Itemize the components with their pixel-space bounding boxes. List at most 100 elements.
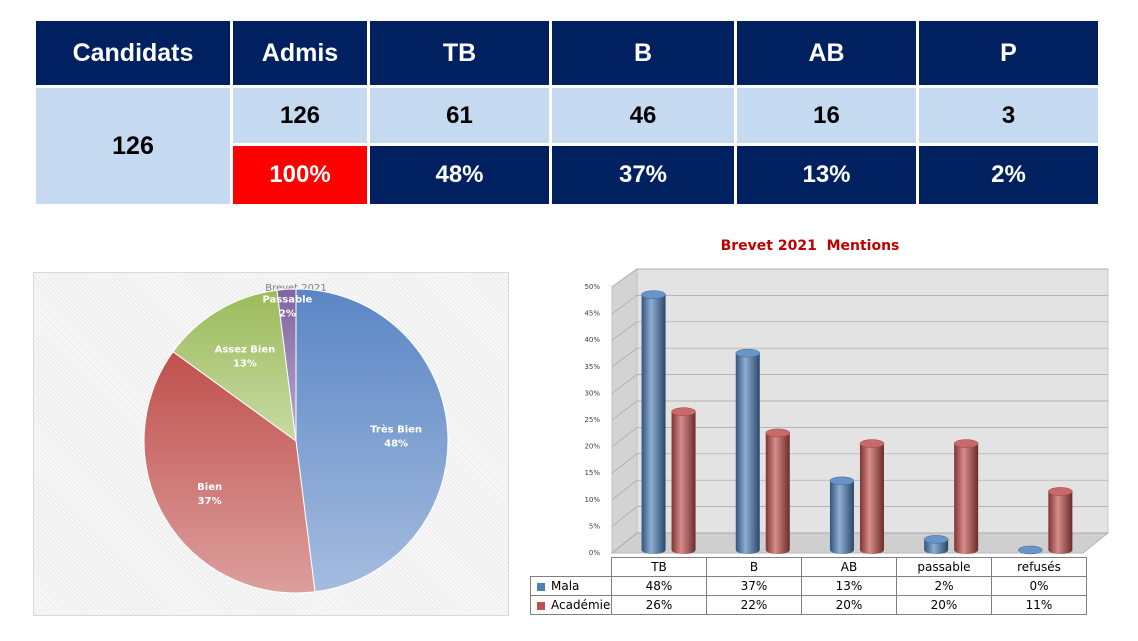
gridline [611, 374, 638, 394]
data-cell: 2% [896, 576, 992, 596]
gridline [611, 400, 638, 421]
bar-top [953, 439, 979, 448]
pie-slice [143, 350, 316, 594]
y-tick-label: 35% [584, 363, 600, 371]
legend-key-academie [537, 601, 545, 610]
y-tick-label: 5% [589, 522, 600, 530]
data-cell: 26% [611, 595, 707, 615]
data-cell: 11% [991, 595, 1087, 615]
y-tick-label: 0% [589, 549, 600, 557]
bar-top [1018, 545, 1043, 555]
bar-chart: 0% 5% 10% 15% 20% 25% 30% 35% 40% 45% 50% [584, 268, 1110, 557]
y-tick-label: 25% [584, 416, 600, 424]
header-candidats: Candidats [36, 21, 230, 85]
pie-slice-label: Très Bien [370, 424, 422, 436]
data-cell: 20% [896, 595, 992, 615]
header-admis: Admis [233, 21, 367, 85]
category-label: B [706, 557, 802, 577]
bar-top [923, 535, 949, 544]
summary-percent-row: 100% 48% 37% 13% 2% [36, 146, 1098, 204]
bar [954, 443, 979, 554]
bar [735, 353, 760, 554]
legend-entry-academie: Académie [530, 595, 612, 615]
y-tick-label: 20% [584, 443, 600, 451]
series-name: Mala [551, 579, 580, 593]
data-cell: 13% [801, 576, 897, 596]
category-label: TB [611, 557, 707, 577]
bar [859, 443, 884, 554]
category-label: passable [896, 557, 992, 577]
data-table-corner [530, 557, 612, 577]
percent-ab: 13% [737, 146, 916, 204]
gridline [611, 453, 638, 474]
bar-top [641, 290, 666, 299]
bar-top [829, 476, 855, 486]
pie-slice-label: Bien [197, 482, 222, 493]
bar-chart-title: Brevet 2021 Mentions [720, 238, 900, 254]
pie-slice-value: 13% [233, 359, 257, 370]
bar [1048, 491, 1073, 554]
gridline [611, 506, 638, 527]
header-b: B [552, 21, 734, 85]
header-tb: TB [370, 21, 549, 85]
legend-entry-mala: Mala [530, 576, 612, 596]
gridline [611, 295, 638, 314]
pie-slice-value: 48% [384, 439, 408, 450]
gridline [611, 479, 638, 501]
y-tick-label: 50% [584, 283, 600, 291]
data-cell: 48% [611, 576, 707, 596]
bar [641, 294, 666, 554]
count-tb: 61 [370, 88, 549, 143]
bar-top [1048, 487, 1073, 496]
y-tick-label: 15% [584, 469, 600, 477]
pie-slice-label: Passable [262, 294, 312, 305]
series-name: Académie [551, 598, 611, 612]
summary-count-row: 126 126 61 46 16 3 [36, 88, 1098, 204]
pie-slice [276, 288, 297, 442]
percent-admis: 100% [233, 146, 367, 204]
pie-slice-value: 2% [279, 308, 296, 319]
pie-slice-label: Assez Bien [215, 345, 276, 356]
data-table-row-mala: Mala 48% 37% 13% 2% 0% [530, 576, 1087, 596]
y-tick-label: 30% [584, 389, 600, 397]
chart-side-wall [611, 268, 638, 555]
header-p: P [919, 21, 1098, 85]
y-tick-label: 40% [584, 336, 600, 344]
results-summary-table: Candidats Admis TB B AB P 126 126 61 46 … [33, 18, 1101, 207]
count-b: 46 [552, 88, 734, 143]
gridline [611, 532, 638, 554]
bar-chart-data-table: TB B AB passable refusés Mala 48% 37% 13… [530, 557, 1087, 615]
pie-chart-panel: Brevet 2021 Très Bien 48% Bien 37% Assez Bie… [33, 272, 509, 616]
count-ab: 16 [737, 88, 916, 143]
data-cell: 20% [801, 595, 897, 615]
bar [671, 411, 696, 554]
pie-slice [295, 288, 449, 593]
bar-top [671, 407, 696, 416]
header-ab: AB [737, 21, 916, 85]
bar-top [735, 348, 761, 358]
percent-b: 37% [552, 146, 734, 204]
count-admis: 126 [233, 88, 367, 143]
summary-header-row: Candidats Admis TB B AB P [36, 21, 1098, 85]
bar-top [859, 439, 885, 448]
data-table-row-academie: Académie 26% 22% 20% 20% 11% [530, 595, 1087, 615]
legend-key-mala [537, 582, 545, 591]
bar [829, 480, 854, 554]
pie-slice [172, 289, 297, 443]
pie-slice-value: 37% [198, 496, 222, 507]
gridline [611, 347, 638, 368]
y-tick-label: 10% [584, 496, 600, 504]
count-p: 3 [919, 88, 1098, 143]
gridline [611, 321, 638, 341]
data-table-category-row: TB B AB passable refusés [530, 557, 1087, 577]
gridline [611, 427, 638, 447]
percent-p: 2% [919, 146, 1098, 204]
data-cell: 22% [706, 595, 802, 615]
data-cell: 0% [991, 576, 1087, 596]
category-label: refusés [991, 557, 1087, 577]
bar [765, 432, 790, 554]
data-cell: 37% [706, 576, 802, 596]
category-label: AB [801, 557, 897, 577]
candidats-value: 126 [36, 88, 230, 204]
